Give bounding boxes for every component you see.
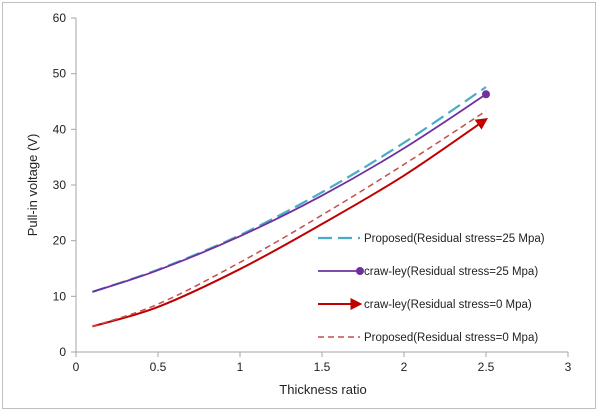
series-line-1 bbox=[92, 86, 487, 293]
y-tick-label: 10 bbox=[53, 289, 67, 303]
x-tick-label: 2.5 bbox=[478, 360, 495, 374]
series-line-3 bbox=[92, 117, 488, 328]
series-layer bbox=[92, 86, 490, 328]
x-axis-label: Thickness ratio bbox=[279, 382, 366, 397]
y-tick-label: 0 bbox=[59, 345, 66, 359]
y-tick-label: 60 bbox=[53, 11, 67, 25]
x-tick-label: 0.5 bbox=[150, 360, 167, 374]
series-line-4 bbox=[92, 110, 487, 328]
series-line-2 bbox=[92, 93, 487, 293]
legend-label-4: Proposed(Residual stress=0 Mpa) bbox=[364, 332, 538, 344]
x-tick-label: 1.5 bbox=[314, 360, 331, 374]
x-tick-label: 1 bbox=[237, 360, 244, 374]
x-tick-label: 3 bbox=[565, 360, 572, 374]
chart-frame bbox=[2, 2, 596, 409]
series-end-marker bbox=[482, 90, 490, 99]
legend-label-3: craw-ley(Residual stress=0 Mpa) bbox=[364, 299, 532, 311]
legend-label-1: Proposed(Residual stress=25 Mpa) bbox=[364, 233, 545, 245]
y-tick-label: 50 bbox=[53, 67, 67, 81]
y-tick-label: 30 bbox=[53, 178, 67, 192]
legend-label-2: craw-ley(Residual stress=25 Mpa) bbox=[364, 266, 538, 278]
y-tick-label: 20 bbox=[53, 234, 67, 248]
legend: Proposed(Residual stress=25 Mpa) craw-ley… bbox=[318, 233, 545, 344]
legend-marker bbox=[356, 267, 364, 275]
x-tick-label: 0 bbox=[73, 360, 80, 374]
x-tick-label: 2 bbox=[401, 360, 408, 374]
y-tick-label: 40 bbox=[53, 122, 67, 136]
y-axis-label: Pull-in voltage (V) bbox=[25, 134, 40, 237]
